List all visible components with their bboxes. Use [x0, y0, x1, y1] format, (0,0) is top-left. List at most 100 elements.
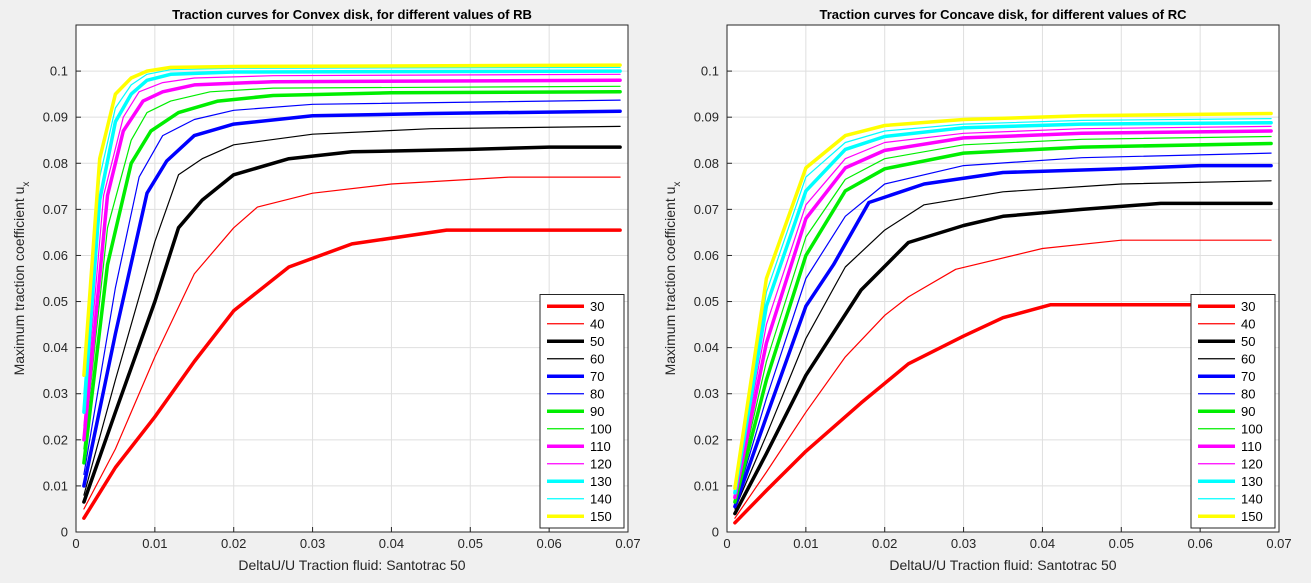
legend-label-90: 90: [590, 404, 604, 419]
y-tick-label: 0: [712, 525, 719, 540]
legend-label-110: 110: [590, 439, 611, 454]
legend-label-130: 130: [590, 474, 612, 489]
series-line-150: [733, 111, 1273, 490]
y-axis-label: Maximum traction coefficient ux: [11, 182, 32, 376]
y-tick-label: 0.09: [694, 110, 719, 125]
y-tick-label: 0.05: [694, 294, 719, 309]
chart-convex-disk: 0 0.01 0.02 0.03 0.04 0.05 0.06 0.07 0 0.01 0.02 0.…: [11, 7, 641, 573]
legend-label-40: 40: [590, 316, 604, 331]
y-tick-label: 0.05: [43, 294, 68, 309]
y-tick-label: 0.1: [50, 64, 68, 79]
chart-title: Traction curves for Convex disk, for dif…: [172, 7, 532, 22]
series-line-120: [83, 73, 621, 427]
x-tick-label: 0.02: [872, 536, 897, 551]
legend-label-120: 120: [1241, 456, 1263, 471]
y-tick-label: 0: [61, 525, 68, 540]
x-tick-label: 0.07: [615, 536, 640, 551]
series-line-70: [82, 109, 622, 488]
x-axis-label: DeltaU/U Traction fluid: Santotrac 50: [889, 557, 1116, 573]
x-tick-label: 0.01: [142, 536, 167, 551]
series-line-80: [734, 152, 1272, 505]
series-line-130: [733, 120, 1273, 495]
series-line-130: [82, 69, 622, 414]
series-line-120: [734, 125, 1272, 496]
legend-label-60: 60: [1241, 351, 1255, 366]
y-tick-label: 0.01: [694, 478, 719, 493]
series-line-100: [83, 85, 621, 450]
legend-label-120: 120: [590, 456, 612, 471]
legend-label-140: 140: [1241, 491, 1263, 506]
y-tick-label: 0.06: [694, 248, 719, 263]
legend-label-80: 80: [590, 386, 604, 401]
y-tick-label: 0.06: [43, 248, 68, 263]
legend-label-50: 50: [590, 334, 604, 349]
series-line-90: [82, 90, 622, 465]
y-tick-label: 0.09: [43, 110, 68, 125]
legend-label-30: 30: [1241, 299, 1255, 314]
series-line-140: [83, 66, 621, 395]
axes-box: [75, 24, 629, 533]
series-line-50: [82, 145, 622, 504]
y-tick-label: 0.07: [43, 202, 68, 217]
legend-label-100: 100: [590, 421, 612, 436]
series-line-30: [82, 228, 622, 520]
legend-label-50: 50: [1241, 334, 1255, 349]
series-line-90: [733, 141, 1273, 504]
x-tick-label: 0.03: [300, 536, 325, 551]
series-line-110: [733, 129, 1273, 500]
series-line-110: [82, 78, 622, 442]
legend-label-70: 70: [590, 369, 604, 384]
y-tick-label: 0.1: [701, 64, 719, 79]
plot-area: [727, 25, 1279, 532]
x-tick-label: 0.04: [1030, 536, 1055, 551]
legend-label-80: 80: [1241, 386, 1255, 401]
series-line-30: [733, 303, 1273, 525]
x-tick-label: 0.06: [536, 536, 561, 551]
legend-label-100: 100: [1241, 421, 1263, 436]
chart-concave-disk: 0 0.01 0.02 0.03 0.04 0.05 0.06 0.07 0 0.01 0.02 0.…: [662, 7, 1292, 573]
x-tick-label: 0.07: [1266, 536, 1291, 551]
x-axis-label: DeltaU/U Traction fluid: Santotrac 50: [238, 557, 465, 573]
legend-label-70: 70: [1241, 369, 1255, 384]
x-tick-label: 0: [72, 536, 79, 551]
series-line-40: [734, 239, 1272, 519]
series-line-100: [734, 135, 1272, 501]
legend-label-110: 110: [1241, 439, 1262, 454]
series-line-60: [83, 125, 621, 496]
plot-area: [76, 25, 628, 532]
series-line-150: [82, 63, 622, 378]
y-tick-label: 0.03: [694, 386, 719, 401]
legend-label-140: 140: [590, 491, 612, 506]
y-tick-label: 0.07: [694, 202, 719, 217]
y-tick-label: 0.08: [694, 156, 719, 171]
series-line-50: [733, 201, 1273, 516]
x-tick-label: 0.05: [458, 536, 483, 551]
series-line-140: [734, 117, 1272, 492]
legend-label-150: 150: [1241, 509, 1263, 524]
legend-label-40: 40: [1241, 316, 1255, 331]
y-tick-label: 0.08: [43, 156, 68, 171]
legend-label-130: 130: [1241, 474, 1263, 489]
legend-label-30: 30: [590, 299, 604, 314]
x-tick-label: 0: [723, 536, 730, 551]
legend-label-150: 150: [590, 509, 612, 524]
x-tick-label: 0.01: [793, 536, 818, 551]
x-tick-label: 0.06: [1187, 536, 1212, 551]
series-line-70: [733, 163, 1273, 509]
y-tick-label: 0.02: [694, 432, 719, 447]
x-tick-label: 0.04: [379, 536, 404, 551]
y-axis-label: Maximum traction coefficient ux: [662, 182, 683, 376]
y-tick-label: 0.04: [694, 340, 719, 355]
y-tick-label: 0.02: [43, 432, 68, 447]
x-tick-label: 0.05: [1109, 536, 1134, 551]
y-tick-label: 0.01: [43, 478, 68, 493]
x-tick-label: 0.02: [221, 536, 246, 551]
legend-label-60: 60: [590, 351, 604, 366]
series-line-60: [734, 180, 1272, 510]
axes-box: [726, 24, 1280, 533]
y-tick-label: 0.04: [43, 340, 68, 355]
chart-title: Traction curves for Concave disk, for di…: [820, 7, 1188, 22]
series-line-80: [83, 99, 621, 475]
legend-label-90: 90: [1241, 404, 1255, 419]
